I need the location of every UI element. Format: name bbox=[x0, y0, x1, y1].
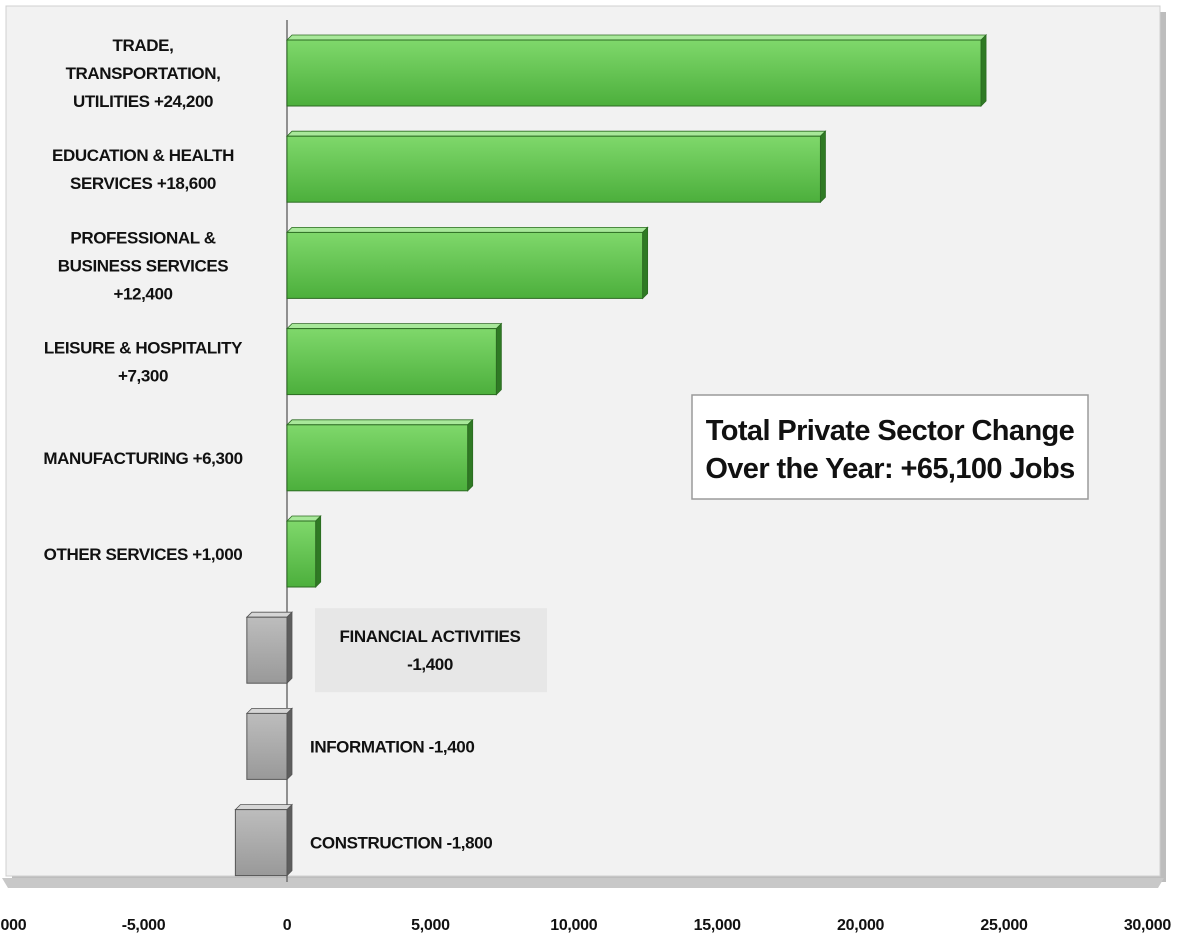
bar-side-face bbox=[286, 611, 293, 685]
category-label: FINANCIAL ACTIVITIES bbox=[340, 627, 521, 646]
category-label: TRANSPORTATION, bbox=[66, 64, 221, 83]
category-label: +12,400 bbox=[113, 284, 172, 303]
bar-front-face bbox=[234, 809, 288, 877]
x-tick-label: 0 bbox=[283, 917, 292, 934]
category-label: LEISURE & HOSPITALITY bbox=[44, 339, 243, 358]
category-label: PROFESSIONAL & bbox=[70, 228, 215, 247]
bar-top-face bbox=[286, 419, 474, 426]
bar bbox=[286, 226, 649, 300]
bar-top-face bbox=[286, 323, 503, 330]
label-background bbox=[315, 608, 547, 693]
category-label: MANUFACTURING +6,300 bbox=[43, 449, 242, 468]
bar-side-face bbox=[467, 418, 474, 492]
bar bbox=[286, 418, 474, 492]
category-label: +7,300 bbox=[118, 367, 168, 386]
bar-side-face bbox=[642, 226, 649, 300]
bar-front-face bbox=[286, 135, 821, 203]
x-tick-label: -5,000 bbox=[122, 917, 166, 934]
category-label: SERVICES +18,600 bbox=[70, 174, 216, 193]
bar bbox=[245, 611, 293, 685]
bar-side-face bbox=[286, 707, 293, 781]
bar bbox=[286, 34, 988, 107]
category-label: INFORMATION -1,400 bbox=[310, 737, 474, 756]
bar-front-face bbox=[286, 328, 497, 396]
bar-top-face bbox=[286, 130, 827, 137]
bar-top-face bbox=[286, 515, 322, 522]
total-callout-line-1: Total Private Sector Change bbox=[706, 415, 1075, 447]
category-label: -1,400 bbox=[407, 655, 453, 674]
bar-top-face bbox=[286, 226, 649, 233]
category-labels-group: TRADE, TRANSPORTATION, UTILITIES +24,200 ED… bbox=[43, 36, 547, 853]
x-tick-label: 30,000 bbox=[1124, 917, 1172, 934]
plot-floor bbox=[2, 878, 1164, 888]
bar bbox=[245, 707, 293, 781]
bar-front-face bbox=[286, 520, 317, 588]
bar-front-face bbox=[286, 424, 469, 492]
category-label: TRADE, bbox=[113, 36, 174, 55]
category-label: BUSINESS SERVICES bbox=[58, 256, 229, 275]
bar-top-face bbox=[245, 611, 293, 618]
x-tick-label: 10,000 bbox=[550, 917, 598, 934]
bar bbox=[286, 130, 827, 204]
category-label: OTHER SERVICES +1,000 bbox=[44, 545, 243, 564]
x-tick-label: -10,000 bbox=[0, 917, 27, 934]
bar-side-face bbox=[980, 34, 987, 107]
bar-side-face bbox=[820, 130, 826, 204]
total-callout-box bbox=[691, 394, 1089, 500]
bars-group bbox=[234, 34, 988, 877]
bar-top-face bbox=[245, 708, 293, 714]
bar-side-face bbox=[495, 322, 502, 396]
bar-front-face bbox=[246, 712, 288, 780]
x-tick-label: 20,000 bbox=[837, 917, 885, 934]
category-label: UTILITIES +24,200 bbox=[73, 92, 213, 111]
x-tick-label: 25,000 bbox=[980, 917, 1028, 934]
bar-front-face bbox=[286, 231, 644, 299]
bar bbox=[286, 322, 503, 396]
bar bbox=[286, 515, 322, 588]
bar bbox=[234, 803, 293, 877]
x-tick-label: 15,000 bbox=[694, 917, 742, 934]
bar-side-face bbox=[286, 803, 293, 877]
category-label: CONSTRUCTION -1,800 bbox=[310, 834, 492, 853]
x-tick-labels-group: -10,000 -5,000 0 5,000 10,000 15,000 20,000 25,… bbox=[0, 917, 1172, 934]
category-label: EDUCATION & HEALTH bbox=[52, 146, 234, 165]
bar-front-face bbox=[246, 616, 288, 684]
total-callout-line-2: Over the Year: +65,100 Jobs bbox=[705, 453, 1074, 485]
bar-front-face bbox=[286, 39, 982, 107]
bar-top-face bbox=[234, 804, 293, 810]
bar-side-face bbox=[315, 515, 322, 588]
x-tick-label: 5,000 bbox=[411, 917, 450, 934]
total-callout: Total Private Sector Change Over the Yea… bbox=[691, 394, 1089, 500]
bar-top-face bbox=[286, 34, 988, 41]
